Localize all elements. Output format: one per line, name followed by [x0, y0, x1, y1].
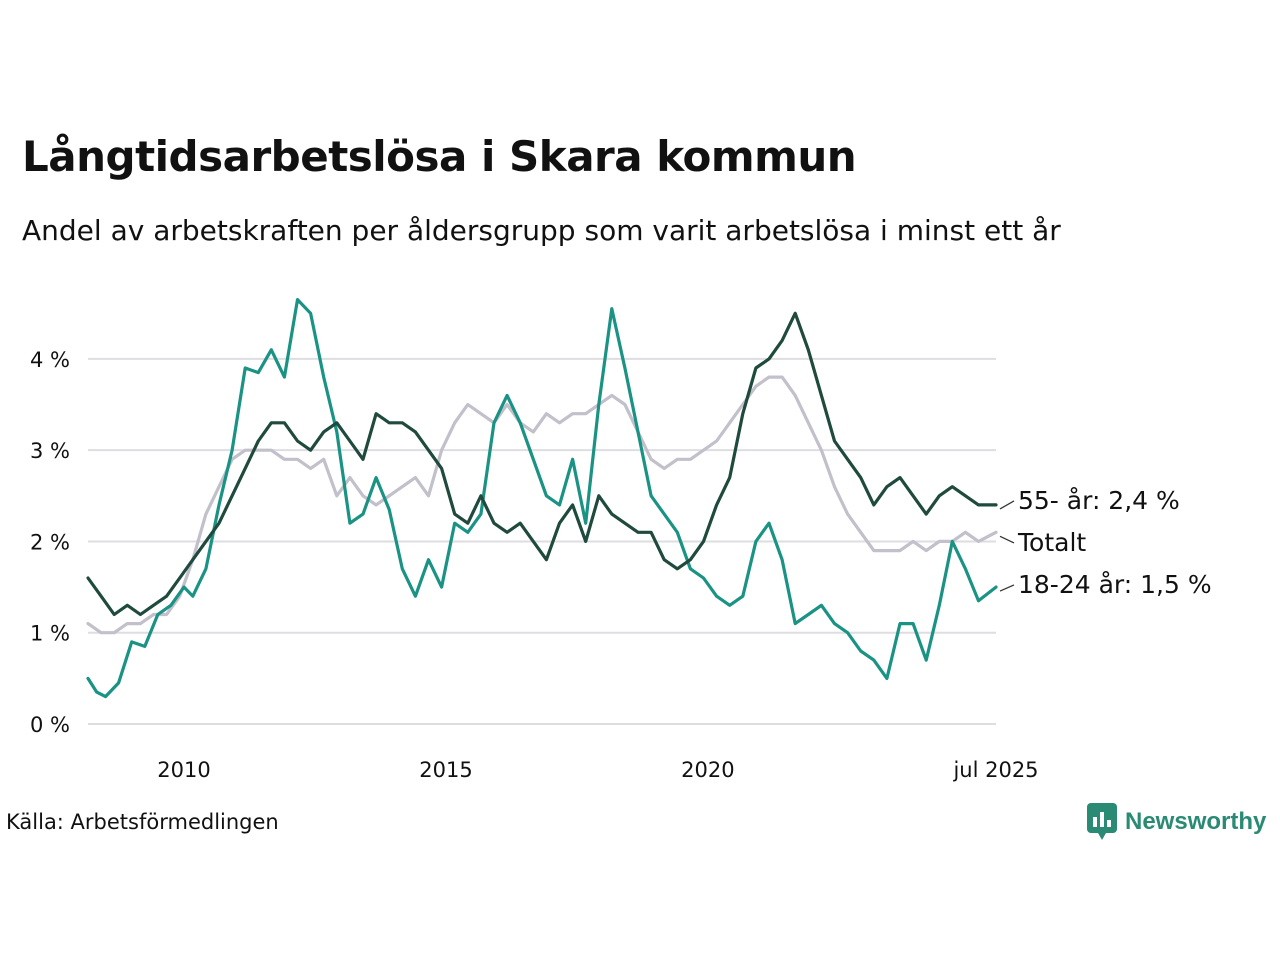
x-axis-labels: 2010 2015 2020 jul 2025 [157, 758, 1038, 782]
brand-name: Newsworthy [1125, 808, 1267, 835]
series-end-label: 18-24 år: 1,5 % [1018, 570, 1212, 599]
end-label-leader [999, 535, 1015, 544]
series-end-label: Totalt [1017, 528, 1086, 557]
y-tick-label: 0 % [30, 713, 70, 737]
gridlines [88, 357, 996, 725]
series-end-labels: 55- år: 2,4 % Totalt 18-24 år: 1,5 % [999, 486, 1212, 599]
series-lines [86, 298, 998, 699]
y-tick-label: 3 % [30, 439, 70, 463]
y-tick-label: 4 % [30, 348, 70, 372]
y-tick-label: 1 % [30, 622, 70, 646]
chart-title: Långtidsarbetslösa i Skara kommun [22, 132, 857, 181]
end-label-leader [999, 584, 1015, 592]
x-tick-label: jul 2025 [952, 758, 1038, 782]
series-line-18-24-r [86, 298, 998, 699]
series-end-label: 55- år: 2,4 % [1018, 486, 1180, 515]
y-tick-label: 2 % [30, 530, 70, 554]
source-note: Källa: Arbetsförmedlingen [6, 810, 279, 834]
x-tick-label: 2010 [157, 758, 210, 782]
series-line-55-r [86, 311, 998, 617]
series-line-totalt [86, 375, 998, 635]
newsworthy-brand[interactable]: Newsworthy [1087, 802, 1266, 842]
end-label-leader [999, 500, 1015, 510]
x-tick-label: 2020 [681, 758, 734, 782]
newsworthy-bar-chart-logo-icon [1087, 803, 1117, 840]
chart-subtitle: Andel av arbetskraften per åldersgrupp s… [22, 214, 1061, 247]
x-tick-label: 2015 [419, 758, 472, 782]
y-axis-labels: 0 % 1 % 2 % 3 % 4 % [30, 348, 70, 737]
